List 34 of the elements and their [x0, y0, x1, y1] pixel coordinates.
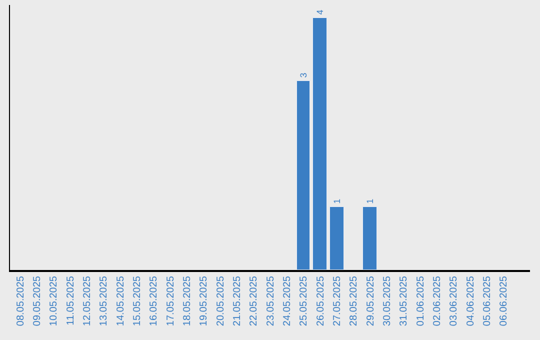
data-label: 3: [298, 72, 308, 78]
x-tick-label: 24.05.2025: [282, 276, 293, 326]
x-tick-label: 14.05.2025: [115, 276, 126, 326]
x-tick-label: 08.05.2025: [15, 276, 26, 326]
x-tick-label: 25.05.2025: [298, 276, 310, 326]
x-tick-label: 17.05.2025: [165, 276, 176, 326]
x-tick-label: 04.06.2025: [465, 276, 476, 326]
x-tick-label: 23.05.2025: [265, 276, 276, 326]
x-tick-label: 18.05.2025: [182, 276, 193, 326]
x-tick-label: 02.06.2025: [432, 276, 443, 326]
x-tick-label: 20.05.2025: [215, 276, 226, 326]
x-tick-label: 11.05.2025: [65, 276, 76, 326]
x-tick-label: 27.05.2025: [332, 276, 343, 326]
x-tick-label: 28.05.2025: [348, 276, 360, 326]
x-tick-label: 16.05.2025: [148, 276, 160, 326]
x-tick-label: 03.06.2025: [448, 276, 460, 326]
x-tick-label: 26.05.2025: [315, 276, 326, 326]
x-tick-label: 09.05.2025: [32, 276, 43, 326]
x-tick-label: 31.05.2025: [398, 276, 410, 326]
x-tick-label: 01.06.2025: [415, 276, 426, 326]
data-label: 4: [314, 10, 325, 15]
x-tick-label: 05.06.2025: [482, 276, 493, 326]
data-label: 1: [332, 198, 342, 204]
x-tick-label: 13.05.2025: [98, 276, 110, 326]
x-tick-label: 15.05.2025: [132, 276, 143, 326]
data-label: 1: [364, 198, 375, 204]
x-tick-label: 29.05.2025: [365, 276, 376, 326]
x-tick-label: 22.05.2025: [248, 276, 260, 326]
x-tick-label: 30.05.2025: [382, 276, 393, 326]
x-tick-label: 19.05.2025: [198, 276, 210, 326]
x-tick-label: 12.05.2025: [82, 276, 93, 326]
x-tick-label: 10.05.2025: [48, 276, 60, 326]
x-tick-label: 21.05.2025: [232, 276, 243, 326]
x-tick-label: 06.06.2025: [498, 276, 510, 326]
